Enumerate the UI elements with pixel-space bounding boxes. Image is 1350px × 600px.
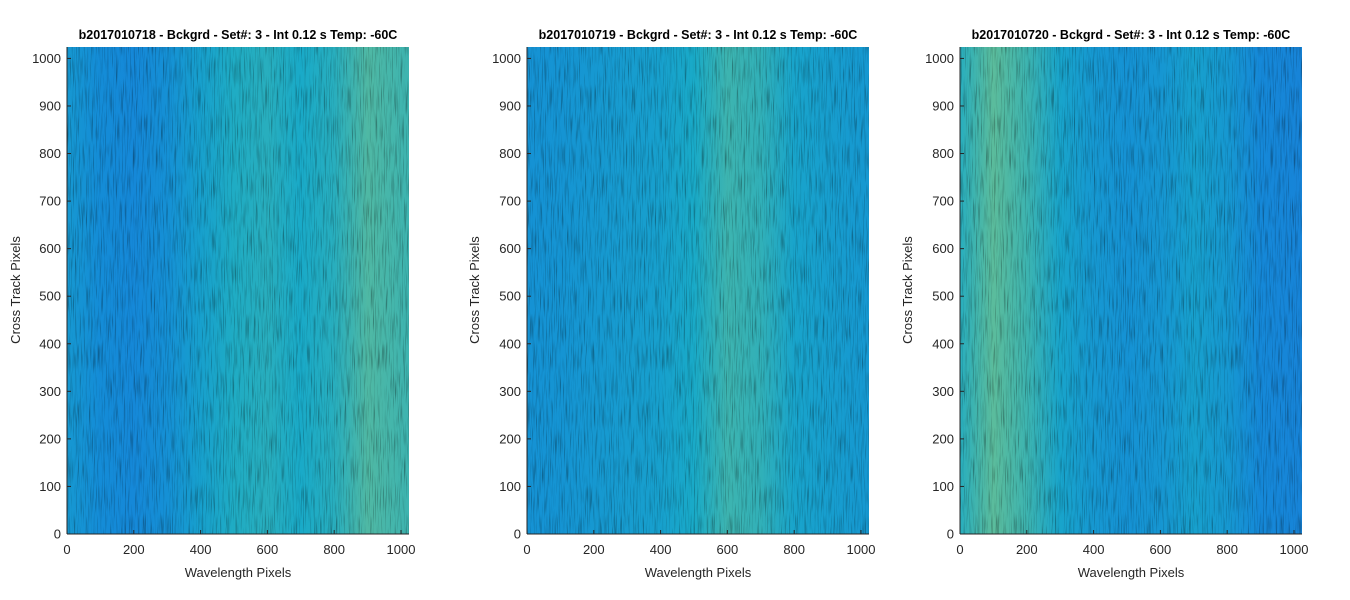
axes: 0 200 400 600 800 1000 0 100 200 300 400 500 600 700 8…	[32, 47, 415, 557]
x-tick-label: 600	[1150, 542, 1172, 557]
x-tick-label: 800	[783, 542, 805, 557]
x-tick-label: 200	[583, 542, 605, 557]
y-tick-label: 800	[499, 146, 521, 161]
y-tick-label: 700	[932, 194, 954, 209]
y-tick-label: 400	[39, 336, 61, 351]
y-tick-label: 1000	[492, 51, 521, 66]
y-tick-label: 700	[499, 194, 521, 209]
y-tick-label: 1000	[32, 51, 61, 66]
y-tick-label: 900	[932, 98, 954, 113]
x-tick-label: 1000	[847, 542, 876, 557]
subplot-title: b2017010718 - Bckgrd - Set#: 3 - Int 0.1…	[79, 28, 398, 42]
subplot-1: b2017010718 - Bckgrd - Set#: 3 - Int 0.1…	[8, 28, 415, 580]
x-tick-label: 800	[323, 542, 345, 557]
x-tick-label: 400	[650, 542, 672, 557]
heatmap-grain	[527, 47, 869, 534]
y-tick-label: 600	[499, 241, 521, 256]
y-tick-label: 500	[39, 289, 61, 304]
y-tick-label: 300	[932, 384, 954, 399]
y-tick-label: 600	[39, 241, 61, 256]
x-tick-label: 400	[1083, 542, 1105, 557]
y-tick-label: 100	[499, 479, 521, 494]
y-tick-label: 900	[499, 98, 521, 113]
x-tick-label: 200	[1016, 542, 1038, 557]
x-tick-label: 400	[190, 542, 212, 557]
subplot-2: b2017010719 - Bckgrd - Set#: 3 - Int 0.1…	[467, 28, 875, 580]
y-tick-label: 700	[39, 194, 61, 209]
y-axis-label: Cross Track Pixels	[900, 236, 915, 344]
x-tick-label: 1000	[387, 542, 416, 557]
y-tick-label: 200	[499, 431, 521, 446]
y-axis-label: Cross Track Pixels	[8, 236, 23, 344]
y-tick-label: 300	[499, 384, 521, 399]
x-axis-label: Wavelength Pixels	[645, 565, 752, 580]
y-tick-label: 400	[499, 336, 521, 351]
y-tick-label: 500	[499, 289, 521, 304]
subplot-title: b2017010720 - Bckgrd - Set#: 3 - Int 0.1…	[972, 28, 1291, 42]
y-tick-label: 0	[947, 527, 954, 542]
x-tick-label: 0	[956, 542, 963, 557]
x-tick-label: 800	[1216, 542, 1238, 557]
x-tick-label: 200	[123, 542, 145, 557]
heatmap-grain	[67, 47, 409, 534]
subplot-title: b2017010719 - Bckgrd - Set#: 3 - Int 0.1…	[539, 28, 858, 42]
y-axis-label: Cross Track Pixels	[467, 236, 482, 344]
y-tick-label: 100	[39, 479, 61, 494]
x-tick-label: 0	[523, 542, 530, 557]
y-tick-label: 200	[932, 431, 954, 446]
x-tick-label: 600	[257, 542, 279, 557]
y-tick-label: 400	[932, 336, 954, 351]
y-tick-label: 200	[39, 431, 61, 446]
y-tick-label: 0	[54, 527, 61, 542]
y-tick-label: 800	[932, 146, 954, 161]
heatmap-grain	[960, 47, 1302, 534]
x-tick-label: 0	[63, 542, 70, 557]
subplot-3: b2017010720 - Bckgrd - Set#: 3 - Int 0.1…	[900, 28, 1308, 580]
axes: 0 200 400 600 800 1000 0 100 200 300 400 500 600 700 8…	[492, 47, 875, 557]
y-tick-label: 600	[932, 241, 954, 256]
x-tick-label: 600	[717, 542, 739, 557]
x-axis-label: Wavelength Pixels	[1078, 565, 1185, 580]
x-tick-label: 1000	[1280, 542, 1309, 557]
x-axis-label: Wavelength Pixels	[185, 565, 292, 580]
y-tick-label: 900	[39, 98, 61, 113]
y-tick-label: 800	[39, 146, 61, 161]
axes: 0 200 400 600 800 1000 0 100 200 300 400 500 600 700 8…	[925, 47, 1308, 557]
y-tick-label: 300	[39, 384, 61, 399]
y-tick-label: 1000	[925, 51, 954, 66]
y-tick-label: 500	[932, 289, 954, 304]
y-tick-label: 100	[932, 479, 954, 494]
y-tick-label: 0	[514, 527, 521, 542]
